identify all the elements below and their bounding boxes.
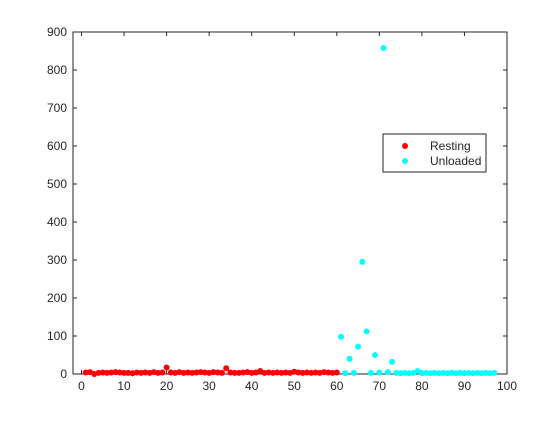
resting-point (121, 369, 128, 376)
resting-point (231, 369, 238, 376)
unloaded-point (355, 343, 362, 350)
unloaded-point (338, 333, 345, 340)
unloaded-point (342, 370, 349, 377)
unloaded-point (380, 44, 387, 51)
y-tick-label: 200 (47, 291, 67, 305)
y-tick-label: 0 (60, 367, 67, 381)
y-tick-label: 500 (47, 177, 67, 191)
x-tick-label: 0 (78, 379, 85, 393)
x-tick-label: 70 (373, 379, 387, 393)
legend-marker-resting (402, 143, 408, 149)
resting-point (333, 369, 340, 376)
x-tick-label: 60 (330, 379, 344, 393)
unloaded-point (367, 369, 374, 376)
legend-label-unloaded: Unloaded (430, 154, 481, 168)
legend-label-resting: Resting (430, 139, 471, 153)
x-tick-label: 10 (117, 379, 131, 393)
x-tick-label: 20 (160, 379, 174, 393)
unloaded-point (350, 369, 357, 376)
unloaded-point (376, 369, 383, 376)
y-tick-label: 600 (47, 139, 67, 153)
y-tick-label: 800 (47, 63, 67, 77)
y-tick-label: 900 (47, 25, 67, 39)
unloaded-point (372, 352, 379, 358)
unloaded-point (363, 328, 370, 335)
unloaded-point (359, 258, 366, 265)
y-tick-label: 400 (47, 215, 67, 229)
x-tick-label: 100 (497, 379, 517, 393)
resting-point (159, 369, 166, 376)
resting-point (218, 369, 225, 376)
resting-point (163, 364, 170, 371)
x-tick-label: 40 (245, 379, 259, 393)
legend-marker-unloaded (402, 158, 408, 164)
unloaded-point (384, 369, 391, 376)
y-tick-label: 300 (47, 253, 67, 267)
unloaded-point (389, 358, 396, 365)
y-tick-label: 100 (47, 329, 67, 343)
legend-box (382, 133, 487, 173)
x-tick-label: 80 (415, 379, 429, 393)
x-tick-label: 30 (202, 379, 216, 393)
x-tick-label: 90 (458, 379, 472, 393)
unloaded-point (491, 369, 498, 376)
x-tick-label: 50 (288, 379, 302, 393)
unloaded-point (346, 355, 353, 362)
y-tick-label: 700 (47, 101, 67, 115)
resting-point (223, 365, 230, 372)
